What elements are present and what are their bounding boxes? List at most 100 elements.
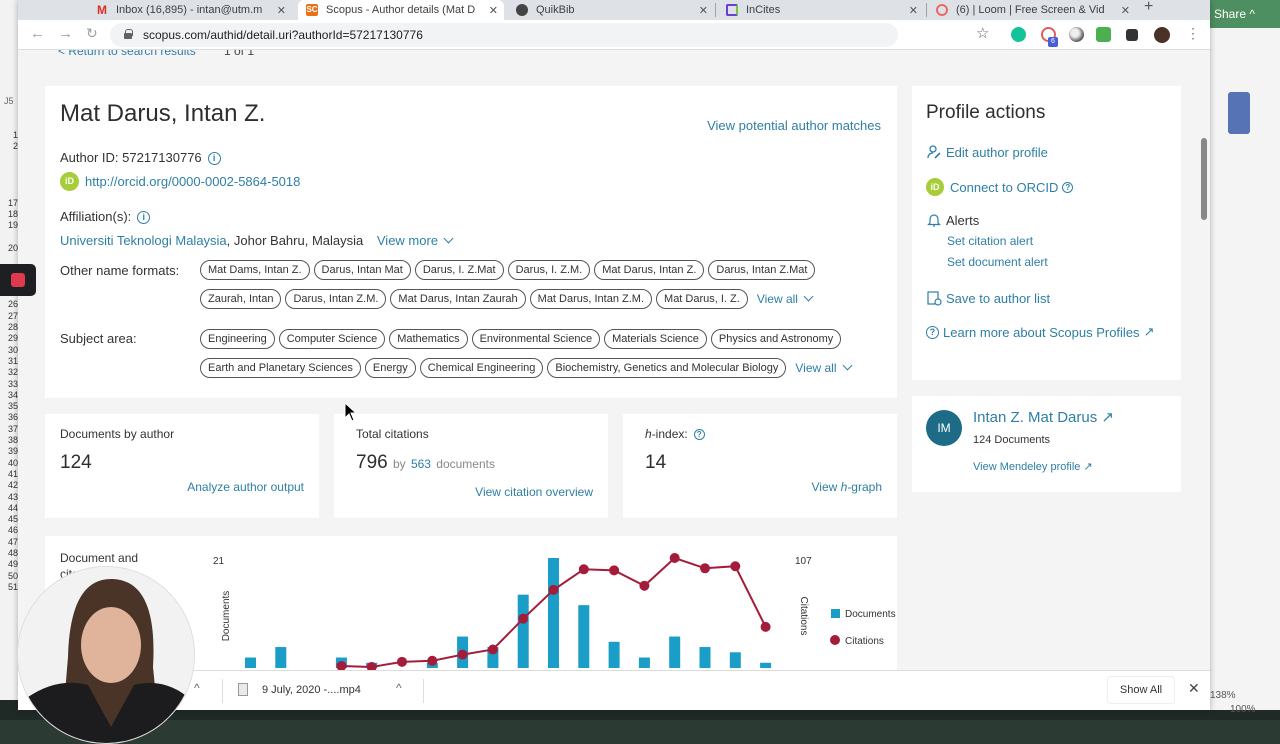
- tag-pill[interactable]: Mat Darus, Intan Z.M.: [530, 289, 652, 309]
- extension-icon[interactable]: [1069, 27, 1084, 42]
- chevron-down-icon: [804, 292, 814, 302]
- tag-pill[interactable]: Mat Darus, I. Z.: [656, 289, 748, 309]
- tag-pill[interactable]: Chemical Engineering: [420, 358, 544, 378]
- help-icon[interactable]: ?: [694, 429, 705, 440]
- w-extension-icon[interactable]: [1096, 27, 1111, 42]
- chevron-up-icon[interactable]: ^: [396, 681, 402, 695]
- bookmark-star-icon[interactable]: ☆: [976, 24, 989, 42]
- affiliation-row: Universiti Teknologi Malaysia, Johor Bah…: [60, 233, 452, 248]
- scopus-icon: SC: [306, 4, 318, 16]
- reload-icon[interactable]: ↻: [86, 25, 98, 42]
- external-link-icon: ↗: [1144, 324, 1155, 340]
- svg-text:107: 107: [795, 556, 812, 567]
- tab-quikbib[interactable]: QuikBib ✕: [508, 0, 714, 20]
- analyze-author-output-link[interactable]: Analyze author output: [187, 480, 304, 494]
- tag-pill[interactable]: Physics and Astronomy: [711, 329, 841, 349]
- edit-author-profile-link[interactable]: Edit author profile: [926, 144, 1048, 160]
- tag-pill[interactable]: Energy: [365, 358, 416, 378]
- tag-pill[interactable]: Darus, Intan Z.Mat: [708, 260, 815, 280]
- close-tab-icon[interactable]: ✕: [277, 4, 286, 17]
- view-all-link[interactable]: View all: [757, 292, 812, 306]
- tab-incites[interactable]: InCites ✕: [718, 0, 924, 20]
- tab-strip: M Inbox (16,895) - intan@utm.m ✕ SC Scop…: [18, 0, 1210, 20]
- tag-pill[interactable]: Environmental Science: [472, 329, 601, 349]
- download-item[interactable]: 9 July, 2020 -....mp4: [262, 684, 361, 696]
- return-to-search-link[interactable]: < Return to search results: [58, 50, 196, 58]
- connect-orcid-link[interactable]: iD Connect to ORCID ?: [926, 178, 1073, 196]
- divider: [222, 679, 223, 703]
- tag-pill[interactable]: Darus, Intan Mat: [314, 260, 411, 280]
- puzzle-extensions-icon[interactable]: [1126, 29, 1138, 41]
- view-potential-matches-link[interactable]: View potential author matches: [707, 118, 881, 133]
- close-tab-icon[interactable]: ✕: [909, 4, 918, 17]
- close-tab-icon[interactable]: ✕: [489, 4, 498, 17]
- profile-avatar[interactable]: [1154, 27, 1170, 43]
- tag-pill[interactable]: Mat Darus, Intan Zaurah: [390, 289, 525, 309]
- address-bar[interactable]: scopus.com/authid/detail.uri?authorId=57…: [110, 23, 898, 47]
- tag-pill[interactable]: Mat Dams, Intan Z.: [200, 260, 310, 280]
- tag-pill[interactable]: Engineering: [200, 329, 275, 349]
- view-all-link[interactable]: View all: [795, 361, 850, 375]
- tag-pill[interactable]: Darus, I. Z.M.: [508, 260, 591, 280]
- tag-pill[interactable]: Zaurah, Intan: [200, 289, 281, 309]
- orcid-icon: iD: [926, 178, 944, 196]
- tag-pill[interactable]: Darus, Intan Z.M.: [285, 289, 386, 309]
- new-tab-button[interactable]: +: [1144, 0, 1153, 16]
- close-tab-icon[interactable]: ✕: [699, 4, 708, 17]
- mendeley-author-link[interactable]: Intan Z. Mat Darus ↗: [973, 408, 1114, 426]
- orcid-row: iD http://orcid.org/0000-0002-5864-5018: [60, 172, 300, 191]
- tag-pill[interactable]: Darus, I. Z.Mat: [415, 260, 504, 280]
- profile-actions-title: Profile actions: [926, 102, 1045, 124]
- mendeley-documents-count: 124 Documents: [973, 434, 1050, 446]
- close-tab-icon[interactable]: ✕: [1121, 4, 1130, 17]
- citing-documents-link[interactable]: 563: [411, 457, 431, 471]
- orcid-icon: iD: [60, 172, 79, 191]
- tab-scopus[interactable]: SC Scopus - Author details (Mat D ✕: [298, 0, 504, 20]
- mouse-cursor: [344, 402, 358, 422]
- loom-record-stop-button[interactable]: [0, 264, 36, 296]
- h-index-metric-card: h-index:? 14 View h-graph: [623, 414, 897, 518]
- tag-pill[interactable]: Mat Darus, Intan Z.: [594, 260, 704, 280]
- grammarly-extension-icon[interactable]: [1011, 27, 1026, 42]
- incites-icon: [726, 4, 738, 16]
- info-icon[interactable]: i: [208, 152, 221, 165]
- info-icon[interactable]: i: [137, 211, 150, 224]
- sheet-toolbar-button[interactable]: [1228, 92, 1250, 134]
- tag-pill[interactable]: Materials Science: [604, 329, 707, 349]
- affiliation-link[interactable]: Universiti Teknologi Malaysia: [60, 233, 227, 248]
- loom-icon: [936, 4, 948, 16]
- browser-toolbar: ← → ↻ scopus.com/authid/detail.uri?autho…: [18, 20, 1210, 50]
- set-citation-alert-link[interactable]: Set citation alert: [947, 234, 1033, 248]
- external-link-icon: ↗: [1083, 461, 1092, 473]
- set-document-alert-link[interactable]: Set document alert: [947, 255, 1048, 269]
- tab-loom[interactable]: (6) | Loom | Free Screen & Vid ✕: [928, 0, 1136, 20]
- view-citation-overview-link[interactable]: View citation overview: [475, 485, 593, 499]
- scopus-page: < Return to search results 1 of 1 Mat Da…: [18, 50, 1210, 670]
- tag-pill[interactable]: Computer Science: [279, 329, 386, 349]
- orcid-link[interactable]: http://orcid.org/0000-0002-5864-5018: [85, 174, 300, 189]
- tag-pill[interactable]: Earth and Planetary Sciences: [200, 358, 361, 378]
- webcam-bubble[interactable]: [17, 566, 195, 744]
- tag-pill[interactable]: Mathematics: [389, 329, 467, 349]
- page-scrollbar[interactable]: [1201, 138, 1207, 220]
- save-to-author-list-link[interactable]: Save to author list: [926, 290, 1050, 306]
- url-text[interactable]: scopus.com/authid/detail.uri?authorId=57…: [143, 28, 423, 42]
- view-more-affiliations-link[interactable]: View more: [377, 233, 452, 248]
- globe-icon: [516, 4, 528, 16]
- learn-more-scopus-profiles-link[interactable]: ? Learn more about Scopus Profiles ↗: [926, 324, 1154, 340]
- back-arrow-icon[interactable]: ←: [30, 25, 45, 42]
- chevron-down-icon: [842, 361, 852, 371]
- chevron-up-icon[interactable]: ^: [194, 681, 200, 695]
- tag-pill[interactable]: Biochemistry, Genetics and Molecular Bio…: [547, 358, 786, 378]
- forward-arrow-icon[interactable]: →: [58, 25, 73, 42]
- share-button[interactable]: Share ^: [1208, 0, 1280, 28]
- more-menu-icon[interactable]: ⋮: [1186, 25, 1200, 42]
- help-icon[interactable]: ?: [1062, 182, 1073, 193]
- view-mendeley-profile-link[interactable]: View Mendeley profile ↗: [973, 460, 1093, 473]
- tab-gmail[interactable]: M Inbox (16,895) - intan@utm.m ✕: [88, 0, 292, 20]
- close-icon[interactable]: ✕: [1188, 680, 1200, 697]
- show-all-downloads-button[interactable]: Show All: [1107, 676, 1175, 704]
- view-h-graph-link[interactable]: View h-graph: [811, 480, 882, 494]
- bell-icon: [926, 212, 942, 228]
